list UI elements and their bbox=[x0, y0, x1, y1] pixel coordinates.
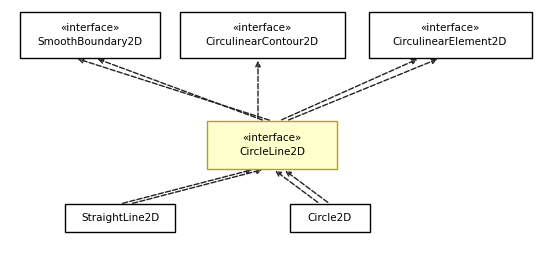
Text: «interface»
SmoothBoundary2D: «interface» SmoothBoundary2D bbox=[38, 23, 143, 47]
FancyBboxPatch shape bbox=[65, 204, 175, 232]
Text: StraightLine2D: StraightLine2D bbox=[81, 213, 159, 223]
Text: «interface»
CirculinearElement2D: «interface» CirculinearElement2D bbox=[393, 23, 507, 47]
Text: «interface»
CircleLine2D: «interface» CircleLine2D bbox=[239, 133, 305, 157]
FancyBboxPatch shape bbox=[20, 12, 160, 58]
FancyBboxPatch shape bbox=[180, 12, 344, 58]
FancyBboxPatch shape bbox=[368, 12, 531, 58]
Text: Circle2D: Circle2D bbox=[308, 213, 352, 223]
FancyBboxPatch shape bbox=[207, 121, 337, 169]
FancyBboxPatch shape bbox=[290, 204, 370, 232]
Text: «interface»
CirculinearContour2D: «interface» CirculinearContour2D bbox=[206, 23, 319, 47]
